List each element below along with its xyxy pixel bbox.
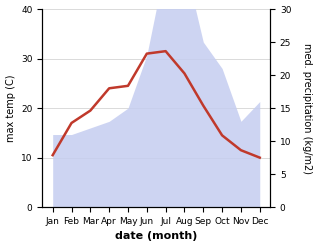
Y-axis label: med. precipitation (kg/m2): med. precipitation (kg/m2) [302,43,313,174]
Y-axis label: max temp (C): max temp (C) [5,74,16,142]
X-axis label: date (month): date (month) [115,231,197,242]
